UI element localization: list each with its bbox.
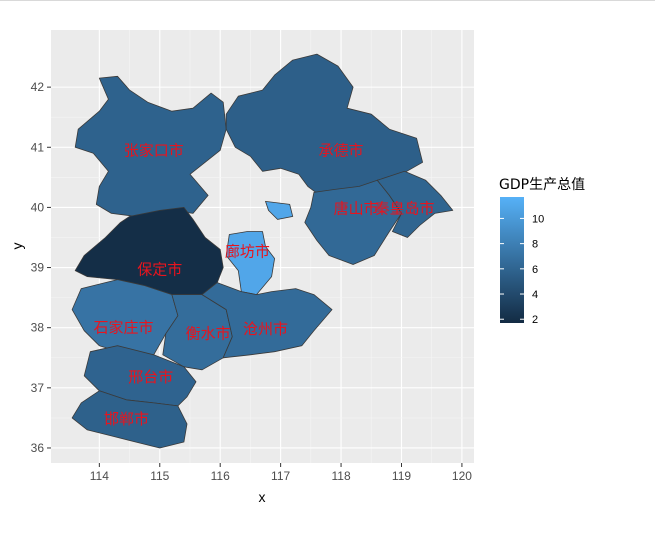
legend-tick-label: 10 — [532, 213, 544, 225]
region-label: 衡水市 — [186, 325, 231, 343]
legend-colorbar — [500, 197, 524, 323]
region-label: 唐山市 — [334, 200, 379, 218]
region-label: 邯郸市 — [104, 410, 149, 428]
y-tick-label: 37 — [31, 381, 45, 395]
y-tick-label: 40 — [31, 200, 45, 214]
legend-tick-label: 8 — [532, 239, 538, 251]
y-axis-title: y — [9, 243, 25, 250]
x-tick-label: 115 — [150, 469, 169, 483]
top-divider — [0, 0, 655, 1]
y-axis: 36 37 38 39 40 41 42 — [31, 80, 51, 455]
legend-title: GDP生产总值 — [499, 177, 585, 193]
region-label: 邢台市 — [128, 368, 173, 386]
legend-ticks: 2 4 6 8 10 — [500, 213, 544, 326]
region-廊坊市-exclave — [264, 200, 294, 220]
region-label: 承德市 — [319, 141, 364, 159]
region-唐山市 — [304, 179, 402, 265]
region-石家庄市 — [71, 279, 179, 356]
region-邯郸市 — [71, 390, 188, 449]
legend: GDP生产总值 2 4 6 8 10 — [499, 177, 585, 326]
y-tick-label: 42 — [31, 80, 45, 94]
region-label: 石家庄市 — [94, 319, 154, 337]
x-tick-label: 116 — [211, 469, 230, 483]
region-廊坊市 — [225, 231, 276, 296]
x-tick-label: 119 — [392, 469, 411, 483]
x-axis-title: x — [259, 489, 266, 505]
region-label: 张家口市 — [124, 141, 184, 159]
region-label: 秦皇岛市 — [374, 200, 434, 218]
x-tick-label: 114 — [90, 469, 109, 483]
region-label: 保定市 — [137, 260, 182, 278]
legend-tick-label: 2 — [532, 314, 538, 326]
x-axis: 114 115 116 117 118 119 120 — [90, 463, 472, 483]
region-张家口市 — [74, 75, 227, 217]
region-沧州市 — [201, 282, 333, 359]
region-秦皇岛市 — [376, 170, 454, 238]
legend-tick-label: 6 — [532, 264, 538, 276]
y-tick-label: 41 — [31, 140, 45, 154]
y-tick-label: 36 — [31, 441, 45, 455]
region-承德市 — [225, 53, 424, 196]
region-label: 廊坊市 — [225, 242, 270, 260]
regions — [71, 53, 454, 449]
region-label: 沧州市 — [243, 320, 288, 338]
x-tick-label: 118 — [331, 469, 350, 483]
x-tick-label: 117 — [271, 469, 290, 483]
y-tick-label: 39 — [31, 261, 45, 275]
y-tick-label: 38 — [31, 321, 45, 335]
legend-tick-label: 4 — [532, 289, 538, 301]
region-邢台市 — [83, 345, 197, 407]
x-tick-label: 120 — [452, 469, 472, 483]
